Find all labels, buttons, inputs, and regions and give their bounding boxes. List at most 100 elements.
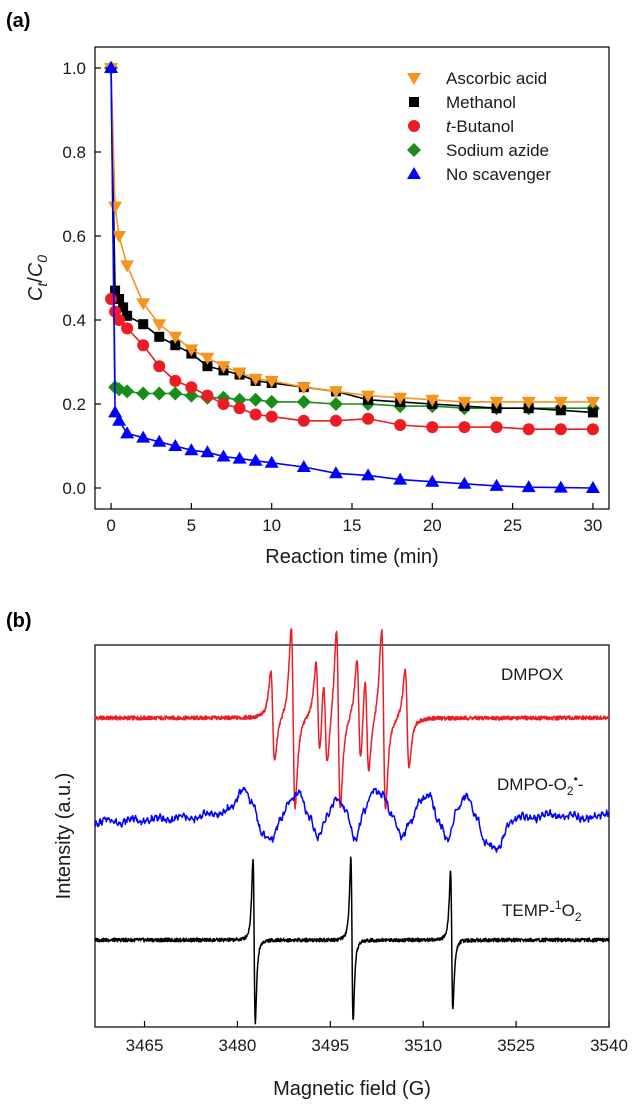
data-point [232,392,247,407]
panel-a-chart: 0 5 10 15 20 25 30 0.0 0.2 0.4 0.6 0.8 1.0 Ascorbic… [25,46,610,568]
x-tick-label: 3510 [404,1036,442,1055]
data-point [458,421,471,434]
data-point [264,375,279,388]
panel-b-x-axis: 3465 3480 3495 3510 3525 3540 [126,1021,628,1055]
series-methanol [106,63,598,418]
data-point [137,339,150,352]
data-point [248,373,263,386]
x-tick-label: 0 [106,516,115,535]
series-line [110,67,593,403]
data-point [265,410,278,423]
data-point [296,394,311,409]
data-point [136,430,151,443]
spectrum-label-temp-1o2: TEMP-1O2 [502,898,582,924]
data-point [184,344,199,357]
data-point [425,474,440,487]
data-point [152,386,167,401]
x-tick-label: 3495 [311,1036,349,1055]
spectrum-2 [94,856,610,1025]
data-point [118,302,129,313]
panel-b-series-group [94,628,610,1025]
spectrum-line [94,856,610,1025]
data-point [585,396,600,409]
data-point [170,340,181,351]
spectrum-label-dmpox: DMPOX [501,665,563,684]
data-point [329,414,342,427]
data-point [112,231,127,243]
data-point [328,386,343,399]
legend-marker [407,143,421,157]
x-tick-label: 3480 [219,1036,257,1055]
series-no-scavenger [104,61,600,493]
series-line [110,67,593,410]
legend-label: No scavenger [446,165,551,184]
series-line [110,298,593,431]
data-point [457,396,472,409]
data-point [248,392,263,407]
data-point [200,352,215,365]
spectrum-1 [94,786,610,853]
data-point [233,402,246,415]
data-point [297,414,310,427]
y-tick-label: 0.8 [62,143,86,162]
panel-a-plot-frame [94,46,610,510]
panel-b-spectrum-labels: DMPOX DMPO-O2•- TEMP-1O2 [497,665,583,924]
data-point [249,408,262,421]
panel-a-series-group [104,61,600,493]
data-point [457,476,472,489]
data-point [587,407,598,418]
data-point [216,449,231,462]
panel-a-legend: Ascorbic acid Methanol t-Butanol Sodium azi… [407,69,551,184]
y-tick-label: 0.2 [62,395,86,414]
y-tick-label: 0.6 [62,227,86,246]
data-point [153,360,166,373]
data-point [553,396,568,409]
x-tick-label: 30 [583,516,602,535]
legend-item: Methanol [409,93,516,112]
data-point [108,201,123,214]
data-point [521,396,536,409]
spectrum-label-dmpo-o2: DMPO-O2•- [497,772,583,798]
legend-marker [409,97,419,107]
data-point [169,374,182,387]
panel-b-label: (b) [6,610,32,632]
data-point [522,423,535,436]
data-point [264,455,279,468]
data-point [426,421,439,434]
series-line [110,67,593,489]
legend-item: No scavenger [407,165,551,184]
y-tick-label: 1.0 [62,59,86,78]
data-point [328,397,343,411]
data-point [296,460,311,472]
x-tick-label: 3465 [126,1036,164,1055]
data-point [201,389,214,402]
panel-b-chart: 3465 3480 3495 3510 3525 3540 DMPOX DMPO-O2•- T… [53,628,628,1100]
data-point [232,367,247,380]
data-point [138,319,149,330]
data-point [296,382,311,395]
data-point [393,392,408,405]
legend-marker [408,120,420,132]
legend-label: Ascorbic acid [446,69,547,88]
panel-b-y-axis-title: Intensity (a.u.) [53,773,75,900]
data-point [168,386,183,401]
data-point [361,390,376,403]
panel-b-plot-frame [94,644,610,1028]
data-point [112,413,127,426]
legend-marker [407,73,421,85]
spectrum-line [94,628,610,810]
data-point [425,394,440,407]
data-point [120,384,135,399]
data-point [184,443,199,456]
data-point [122,310,133,321]
x-tick-label: 3540 [590,1036,628,1055]
legend-label: Sodium azide [446,141,549,160]
data-point [586,423,599,436]
data-point [200,445,215,458]
spectrum-line [94,786,610,853]
data-point [216,361,231,374]
data-point [362,412,375,425]
data-point [113,314,126,326]
data-point [152,319,167,332]
